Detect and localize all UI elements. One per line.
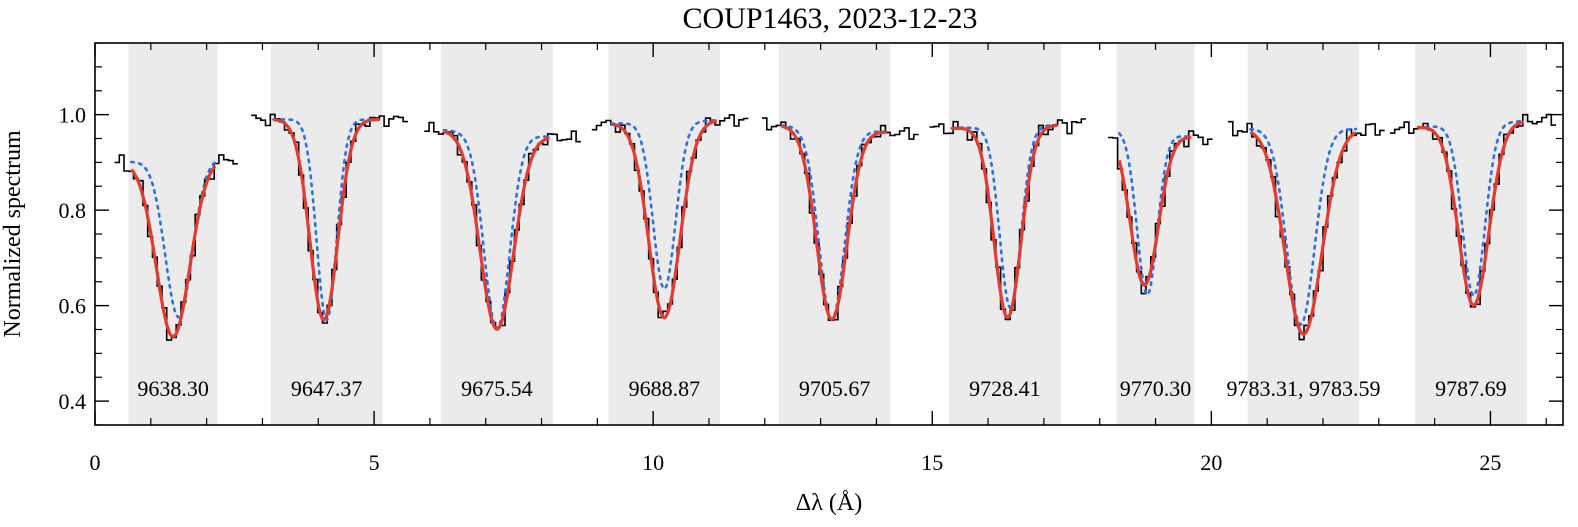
x-tick-label-5: 25 — [1479, 450, 1501, 475]
dotted-fit-8 — [1416, 119, 1525, 298]
line-label-4: 9705.67 — [799, 376, 871, 401]
solid-fit-2 — [443, 129, 550, 332]
fit-band-2 — [441, 44, 553, 424]
y-axis-label: Normalized spectrum — [0, 130, 26, 338]
solid-fit-7 — [1249, 130, 1357, 336]
line-label-5: 9728.41 — [969, 376, 1041, 401]
solid-fit-3 — [611, 119, 718, 320]
x-tick-label-4: 20 — [1200, 450, 1222, 475]
fit-band-3 — [608, 44, 721, 424]
y-tick-label-1: 0.6 — [59, 294, 87, 319]
x-tick-label-2: 10 — [642, 450, 664, 475]
line-label-1: 9647.37 — [291, 376, 363, 401]
solid-fit-5 — [951, 123, 1058, 320]
line-label-6: 9770.30 — [1120, 376, 1192, 401]
x-axis-label: Δλ (Å) — [796, 490, 862, 516]
fit-band-1 — [270, 44, 383, 424]
fit-band-4 — [778, 44, 891, 424]
solid-fit-8 — [1417, 120, 1524, 308]
solid-fit-1 — [273, 117, 380, 322]
line-label-3: 9688.87 — [629, 376, 701, 401]
observed-spectrum-0 — [114, 154, 238, 341]
dotted-fit-0 — [130, 160, 217, 319]
line-label-8: 9787.69 — [1435, 376, 1507, 401]
line-label-0: 9638.30 — [137, 376, 209, 401]
line-label-2: 9675.54 — [461, 376, 533, 401]
dotted-fit-3 — [610, 119, 719, 291]
solid-fit-0 — [130, 165, 217, 339]
observed-spectrum-5 — [929, 118, 1086, 321]
x-tick-label-3: 15 — [921, 450, 943, 475]
fit-regions — [128, 44, 1527, 424]
line-label-7: 9783.31, 9783.59 — [1226, 376, 1380, 401]
fit-band-8 — [1415, 44, 1527, 424]
solid-fits — [130, 117, 1524, 339]
y-tick-label-0: 0.4 — [59, 389, 87, 414]
x-tick-label-1: 5 — [369, 450, 380, 475]
solid-fit-6 — [1117, 135, 1192, 288]
x-tick-label-0: 0 — [90, 450, 101, 475]
y-tick-label-3: 1.0 — [59, 103, 87, 128]
dotted-fit-7 — [1249, 127, 1358, 327]
y-axis-ticks: 0.4 0.6 0.8 1.0 — [59, 42, 1563, 426]
fit-band-5 — [949, 44, 1061, 424]
x-axis-ticks: 0 5 10 15 20 25 — [90, 43, 1547, 475]
fit-band-7 — [1247, 44, 1360, 424]
line-labels: 9638.30 9647.37 9675.54 9688.87 9705.67 9728.… — [137, 376, 1506, 401]
chart-title: COUP1463, 2023-12-23 — [682, 2, 977, 35]
dotted-fit-4 — [780, 124, 889, 322]
dotted-fit-5 — [950, 123, 1059, 311]
fit-band-0 — [128, 44, 218, 424]
y-tick-label-2: 0.8 — [59, 198, 87, 223]
solid-fit-4 — [781, 124, 888, 322]
